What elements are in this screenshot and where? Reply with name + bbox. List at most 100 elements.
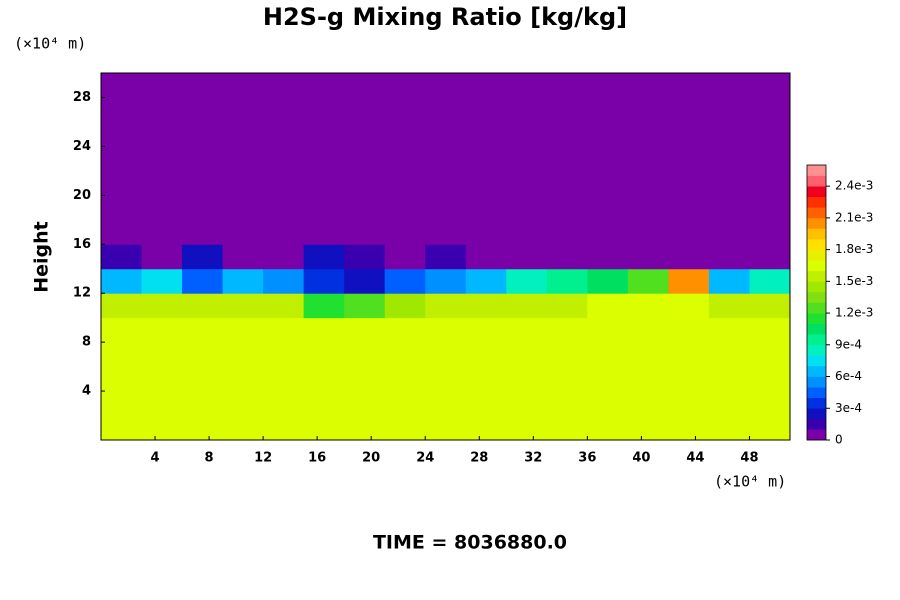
heat-cell	[506, 293, 548, 319]
heat-cell	[182, 268, 224, 294]
heat-cell	[344, 146, 386, 172]
colorbar-tick-label: 0	[835, 433, 843, 447]
heat-cell	[465, 170, 507, 196]
heat-cell	[182, 342, 224, 368]
heat-cell	[222, 146, 264, 172]
heat-cell	[708, 121, 750, 147]
heat-cell	[141, 73, 183, 98]
x-tick-label: 8	[205, 451, 214, 466]
heat-cell	[506, 415, 548, 441]
heat-cell	[384, 219, 426, 245]
colorbar-band	[807, 302, 826, 314]
heat-cell	[708, 268, 750, 294]
heat-cell	[303, 415, 345, 441]
colorbar-band	[807, 387, 826, 398]
heat-cell	[627, 293, 669, 319]
heat-cell	[222, 293, 264, 319]
heat-cell	[101, 219, 143, 245]
heat-cell	[708, 97, 750, 123]
heat-cell	[182, 73, 224, 98]
heat-cell	[222, 121, 264, 147]
heat-cell	[101, 121, 143, 147]
colorbar-band	[807, 323, 826, 335]
heat-cell	[263, 219, 305, 245]
heat-cell	[182, 293, 224, 319]
heat-cell	[668, 391, 710, 417]
heat-cell	[708, 244, 750, 270]
heat-cell	[749, 366, 791, 392]
heat-cell	[465, 366, 507, 392]
heat-cell	[425, 366, 467, 392]
heat-cell	[182, 219, 224, 245]
heat-cell	[141, 195, 183, 221]
heat-cell	[708, 342, 750, 368]
heat-cell	[546, 415, 588, 441]
heat-cell	[587, 97, 629, 123]
heat-cell	[384, 170, 426, 196]
x-tick-label: 28	[470, 451, 488, 466]
heat-cell	[263, 293, 305, 319]
heat-cell	[668, 97, 710, 123]
heat-cell	[384, 342, 426, 368]
heat-cell	[141, 317, 183, 343]
colorbar-tick-label: 6e-4	[835, 369, 862, 383]
heat-cell	[263, 195, 305, 221]
heat-cell	[303, 317, 345, 343]
x-tick-label: 12	[254, 451, 272, 466]
heat-cell	[344, 195, 386, 221]
heat-cell	[303, 268, 345, 294]
y-tick-label: 16	[73, 237, 91, 252]
heat-cell	[384, 391, 426, 417]
heat-cell	[263, 391, 305, 417]
heat-cell	[546, 391, 588, 417]
colorbar-band	[807, 334, 826, 346]
heat-cell	[101, 244, 143, 270]
heat-cell	[344, 268, 386, 294]
y-unit-label: (×10⁴ m)	[14, 35, 86, 53]
heat-cell	[465, 342, 507, 368]
heat-cell	[344, 317, 386, 343]
heat-cell	[344, 391, 386, 417]
heat-cell	[627, 244, 669, 270]
heat-cell	[141, 268, 183, 294]
heat-cell	[749, 342, 791, 368]
heat-cell	[303, 146, 345, 172]
heat-cell	[749, 97, 791, 123]
heat-cell	[263, 317, 305, 343]
heat-cell	[384, 366, 426, 392]
colorbar-tick-label: 2.4e-3	[835, 179, 873, 193]
heat-cell	[749, 195, 791, 221]
heat-cell	[546, 244, 588, 270]
heat-cell	[344, 293, 386, 319]
heat-cell	[344, 97, 386, 123]
heat-cell	[668, 342, 710, 368]
heat-cell	[101, 342, 143, 368]
colorbar-band	[807, 249, 826, 261]
heat-cell	[263, 170, 305, 196]
heat-cell	[506, 97, 548, 123]
heat-cell	[627, 219, 669, 245]
heat-cell	[668, 121, 710, 147]
x-tick-label: 36	[578, 451, 596, 466]
heat-cell	[303, 170, 345, 196]
heat-cell	[506, 391, 548, 417]
heat-cell	[627, 146, 669, 172]
y-tick-label: 4	[82, 384, 91, 399]
colorbar-tick-label: 1.2e-3	[835, 306, 873, 320]
x-tick-label: 40	[632, 451, 650, 466]
heat-cell	[222, 73, 264, 98]
heat-cell	[425, 293, 467, 319]
heat-cell	[303, 97, 345, 123]
y-tick-label: 24	[73, 139, 91, 154]
heat-cell	[101, 97, 143, 123]
heat-cell	[749, 244, 791, 270]
heat-cell	[222, 244, 264, 270]
colorbar-band	[807, 418, 826, 430]
heat-cell	[182, 366, 224, 392]
heat-cell	[668, 268, 710, 294]
heat-cell	[587, 73, 629, 98]
heat-cell	[303, 195, 345, 221]
plot-frame	[100, 72, 791, 441]
heat-cell	[627, 366, 669, 392]
